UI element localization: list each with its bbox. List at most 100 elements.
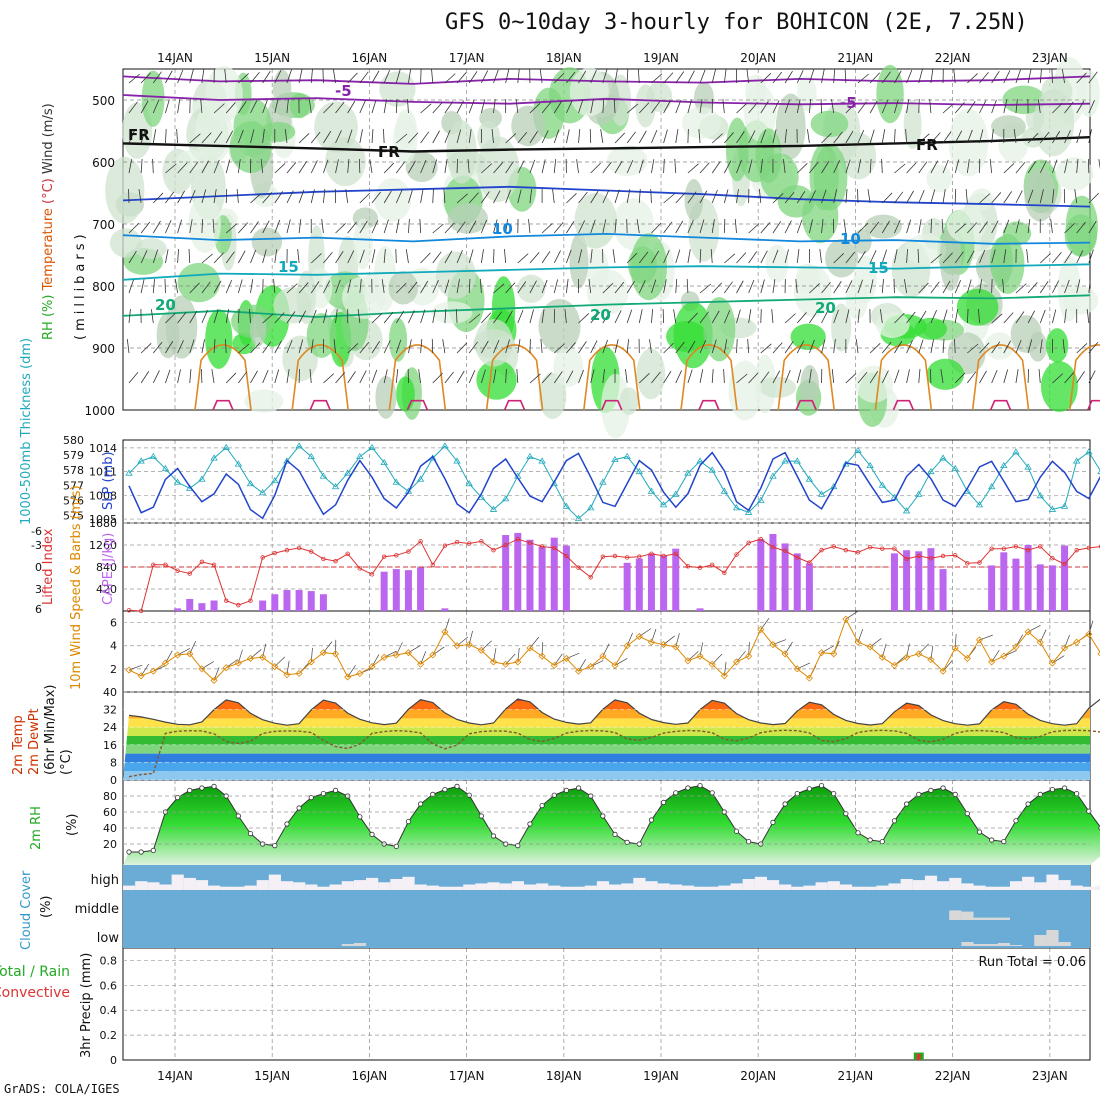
wind10m-point xyxy=(149,667,157,675)
wind-barb xyxy=(857,130,865,144)
wind-barb xyxy=(213,131,223,144)
wind-barb xyxy=(699,69,706,84)
wind-barb xyxy=(165,163,177,174)
wind-barb xyxy=(833,309,839,324)
wind-barb xyxy=(128,279,134,294)
wind-barb xyxy=(237,279,243,294)
wind-barb xyxy=(553,250,561,264)
wind-barb xyxy=(189,369,192,384)
wind-barb xyxy=(420,159,427,174)
wind-barb xyxy=(213,339,216,354)
wind10m-point xyxy=(307,658,315,666)
thickness-ylabel: 1000-500mb Thickness (dm) xyxy=(19,338,34,525)
wind-barb xyxy=(821,339,826,354)
wind-barb xyxy=(213,159,220,174)
wind-barb xyxy=(819,249,822,264)
li-point xyxy=(782,548,788,554)
wind-barb xyxy=(991,71,1000,84)
li-point xyxy=(248,598,253,603)
wind-barb xyxy=(687,340,696,354)
thickness-point xyxy=(283,457,291,464)
cloud-bar xyxy=(1022,876,1035,890)
cloud-bar xyxy=(353,943,367,946)
cape-bar xyxy=(562,545,570,611)
rh2m-point xyxy=(733,828,740,834)
wind-barb xyxy=(966,308,969,324)
wind-barb xyxy=(747,339,750,354)
wind-barb xyxy=(772,279,776,294)
wind-barb xyxy=(432,372,443,384)
wind-barb xyxy=(310,309,317,324)
li-point xyxy=(904,556,909,562)
wind-barb xyxy=(663,193,675,204)
wind-barb xyxy=(529,189,533,204)
temp-band xyxy=(123,709,1090,719)
top-day-tick-label: 21JAN xyxy=(838,51,874,65)
wind-barb xyxy=(833,339,836,354)
wind-barb xyxy=(639,102,650,114)
thickness-point xyxy=(635,467,644,475)
cape-tick-label: 1260 xyxy=(89,539,117,552)
li-point xyxy=(965,561,970,566)
wind-barb xyxy=(809,283,820,294)
wind-barb xyxy=(663,129,668,144)
wind-barb xyxy=(274,99,279,114)
wind-barb xyxy=(333,339,336,354)
wind-barb xyxy=(724,281,733,294)
wind-barb xyxy=(711,282,723,294)
rh-shade xyxy=(684,179,704,221)
li-point xyxy=(770,545,776,550)
rh-shade xyxy=(810,110,849,138)
wind-barb xyxy=(408,189,413,204)
wind-barb xyxy=(1015,339,1022,354)
cloud-bar xyxy=(1034,882,1047,890)
wind-barb xyxy=(940,369,944,384)
wind-barb xyxy=(284,129,288,144)
rh-shade xyxy=(375,375,397,419)
li-point xyxy=(953,553,958,558)
thickness-point xyxy=(927,467,935,475)
wind-barb xyxy=(1015,190,1023,204)
wind-barb xyxy=(722,99,725,114)
rh-shade xyxy=(809,143,839,211)
wind-barb xyxy=(396,282,407,294)
wind-barb xyxy=(796,249,800,264)
bottom-day-tick-label: 19JAN xyxy=(643,1069,679,1083)
wind-barb xyxy=(493,69,499,84)
wind-barb xyxy=(395,161,406,174)
isotherm-line xyxy=(122,263,1091,281)
wind-barb xyxy=(894,99,899,114)
wind10m-point xyxy=(890,661,899,669)
wind10m-point xyxy=(854,638,862,646)
rh-shade xyxy=(405,151,438,183)
wind-barb xyxy=(1039,253,1051,264)
dewpoint-line xyxy=(128,729,1100,778)
wind-barb xyxy=(954,372,966,384)
wind-barb xyxy=(444,101,454,114)
wind-barb xyxy=(1015,99,1018,114)
li-point xyxy=(637,554,642,559)
wind-barb xyxy=(918,219,922,234)
wind-barb xyxy=(442,339,446,354)
wind-barb xyxy=(760,101,769,114)
wind-barb xyxy=(505,133,517,144)
rh-shade xyxy=(472,329,515,359)
wind10m-point xyxy=(210,676,218,684)
wind-barb xyxy=(651,279,657,294)
wind-barb xyxy=(541,223,553,234)
wind-barb xyxy=(310,189,315,204)
li-point xyxy=(855,550,861,555)
wind-barb xyxy=(1052,373,1064,384)
wind-barb xyxy=(323,130,332,144)
wind10m-point xyxy=(647,638,656,646)
wind-barb xyxy=(687,369,693,384)
rh-shade xyxy=(205,65,243,123)
li-point xyxy=(746,540,751,545)
wind-barb xyxy=(613,98,616,114)
wind-barb xyxy=(602,190,610,204)
thickness-point xyxy=(611,455,619,463)
wind-barb xyxy=(1076,129,1082,144)
top-day-tick-label: 22JAN xyxy=(935,51,971,65)
wind-barb xyxy=(612,249,616,264)
